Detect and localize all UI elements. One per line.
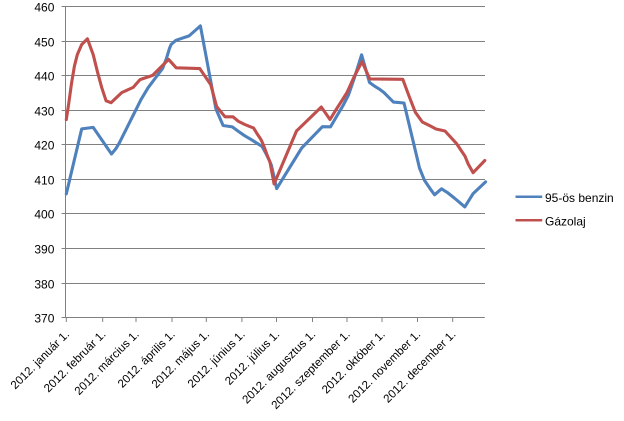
svg-text:410: 410 <box>34 174 54 188</box>
svg-text:460: 460 <box>34 1 54 15</box>
svg-text:370: 370 <box>34 312 54 326</box>
svg-text:400: 400 <box>34 208 54 222</box>
svg-text:420: 420 <box>34 139 54 153</box>
svg-text:440: 440 <box>34 70 54 84</box>
svg-text:Gázolaj: Gázolaj <box>545 214 586 228</box>
svg-text:450: 450 <box>34 36 54 50</box>
svg-text:380: 380 <box>34 278 54 292</box>
svg-text:390: 390 <box>34 243 54 257</box>
svg-text:430: 430 <box>34 105 54 119</box>
svg-text:95-ös benzin: 95-ös benzin <box>545 191 614 205</box>
